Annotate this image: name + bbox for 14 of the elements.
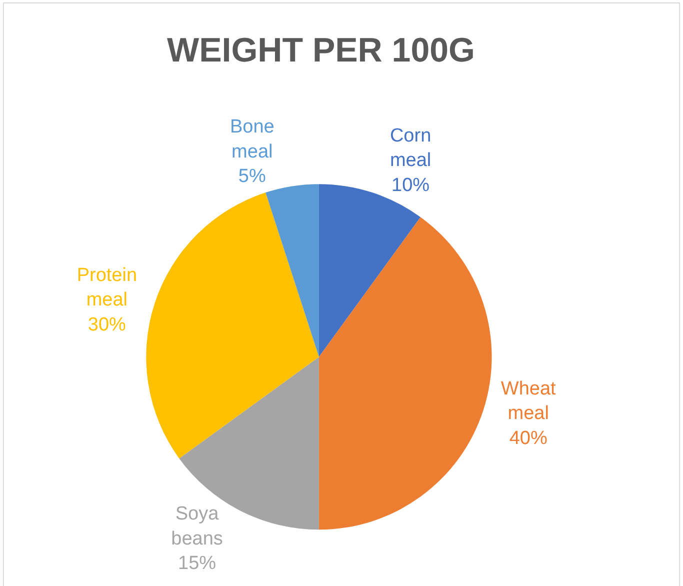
data-label: 40% (509, 428, 548, 449)
pie-slice (318, 217, 492, 530)
data-label: 30% (88, 314, 126, 336)
data-label: 15% (178, 552, 216, 574)
slice-label: Protein meal (76, 264, 138, 311)
data-label: 10% (392, 174, 430, 196)
chart-title: WEIGHT PER 100G (167, 32, 475, 70)
pie-slice (266, 184, 319, 357)
slice-label: Soya beans (171, 504, 223, 550)
slice-label: Wheat meal (500, 378, 557, 424)
slice-label: Corn meal (390, 125, 432, 172)
slice-label: Bone meal (230, 116, 274, 162)
data-label: 5% (238, 166, 266, 188)
pie-slice (146, 192, 319, 458)
